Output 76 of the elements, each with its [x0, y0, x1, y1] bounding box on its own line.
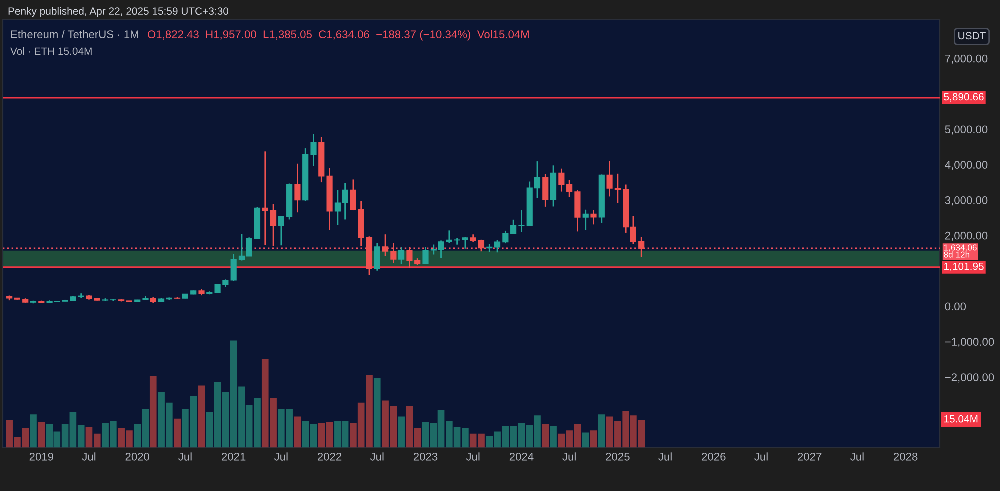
candlestick: [374, 242, 380, 272]
candlestick: [390, 242, 397, 264]
x-tick-label: 2021: [222, 452, 246, 461]
candlestick: [590, 209, 597, 226]
x-tick-label: 2024: [510, 452, 534, 461]
x-tick-label: Jul: [754, 452, 768, 461]
candlestick: [350, 179, 357, 212]
x-tick-label: Jul: [658, 452, 672, 461]
y-tick-label: 4,000.00: [945, 161, 988, 170]
bar: [398, 416, 405, 448]
candlestick: [606, 160, 613, 198]
candlestick: [558, 168, 565, 193]
candlestick: [398, 246, 405, 266]
candlestick: [262, 150, 268, 246]
bar: [30, 414, 37, 448]
bar: [38, 422, 46, 448]
candlestick: [566, 180, 573, 198]
annotation: Vol · ETH 15.04M: [10, 47, 92, 56]
x-tick-label: 2019: [30, 452, 54, 461]
candlestick: [230, 254, 237, 282]
x-tick-label: 2025: [606, 452, 630, 461]
candlestick: [638, 236, 645, 258]
x-tick-label: Jul: [82, 452, 96, 461]
x-tick-label: Jul: [370, 452, 384, 461]
x-tick-label: 2027: [798, 452, 822, 461]
x-tick-label: Jul: [178, 452, 192, 461]
text: Ethereum / TetherUS · 1M: [11, 30, 138, 39]
ref-line-label: 1,634.06 8d 12h: [944, 244, 977, 258]
ref-line-label: 1,101.95: [944, 262, 984, 272]
y-tick-label: −1,000.00: [945, 338, 994, 348]
y-tick-label: 5,000.00: [945, 126, 988, 135]
x-tick-label: Jul: [274, 452, 288, 461]
candlestick: [494, 240, 501, 254]
bar: [294, 416, 302, 448]
candlestick: [270, 203, 277, 247]
bar: [174, 418, 181, 448]
x-tick-label: 2026: [702, 452, 726, 461]
candlestick: [422, 246, 429, 266]
candlestick: [582, 209, 589, 232]
x-tick-label: Jul: [466, 452, 480, 461]
y-tick-label: 2,000.00: [945, 232, 988, 242]
x-tick-label: Jul: [562, 452, 576, 461]
y-tick-label: 0.00: [945, 302, 966, 311]
x-tick-label: Jul: [850, 452, 864, 461]
candlestick: [294, 163, 301, 214]
candlestick: [614, 173, 621, 204]
bar: [590, 430, 598, 448]
text: USDT: [958, 32, 986, 40]
ref-line-label: 5,890.66: [944, 93, 984, 102]
bar: [582, 432, 590, 448]
text: Penky published, Apr 22, 2025 15:59 UTC+3:30: [8, 7, 229, 18]
y-tick-label: 3,000.00: [945, 196, 988, 206]
candlestick: [542, 174, 549, 208]
x-tick-label: 2020: [126, 452, 150, 461]
bar: [150, 376, 157, 448]
bar: [374, 378, 381, 448]
candlestick: [502, 230, 509, 244]
text: O1,822.43 H1,957.00 L1,385.05 C1,634.06 −188.37 (−10.34%) Vol15.04M: [148, 30, 529, 41]
x-tick-label: 2023: [414, 452, 438, 461]
bar: [598, 414, 606, 448]
candlestick: [446, 230, 452, 244]
candlestick: [478, 239, 485, 252]
y-tick-label: −2,000.00: [945, 374, 994, 383]
candlestick: [454, 238, 460, 246]
x-tick-label: 2028: [894, 452, 918, 461]
bar: [542, 424, 550, 448]
candlestick: [510, 219, 517, 235]
x-tick-label: 2022: [318, 452, 342, 461]
text: 15.04M: [944, 415, 978, 423]
y-tick-label: 7,000.00: [945, 54, 988, 64]
candlestick: [518, 210, 525, 233]
bar: [198, 386, 206, 448]
candlestick: [382, 234, 389, 257]
candlestick: [278, 215, 284, 246]
candlestick: [310, 133, 317, 167]
bar: [550, 426, 557, 448]
